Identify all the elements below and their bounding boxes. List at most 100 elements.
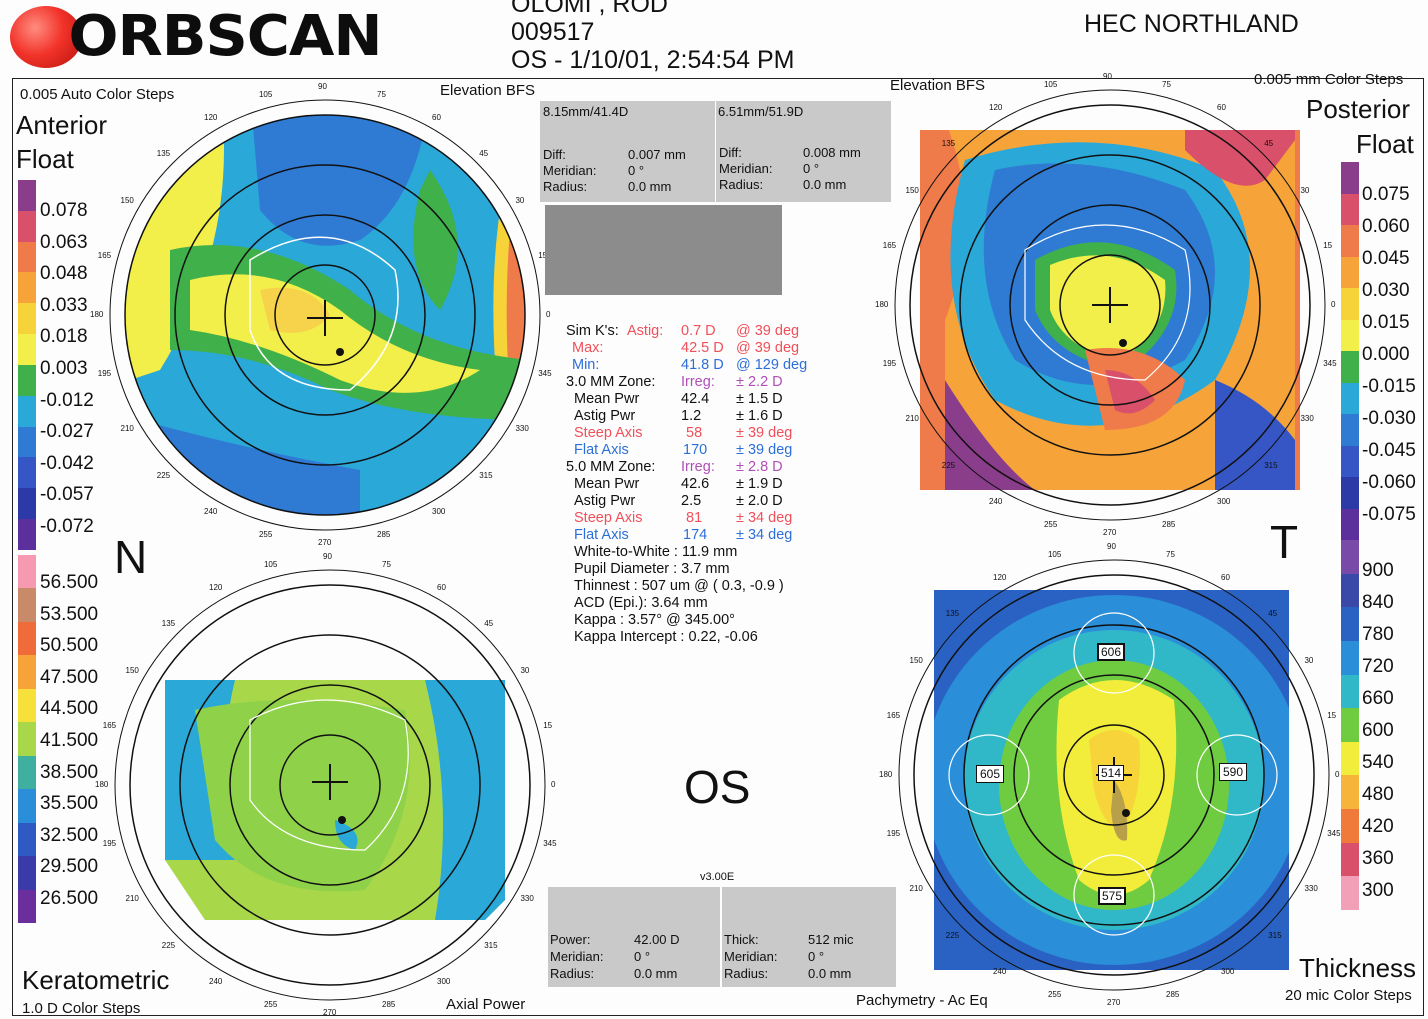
angle-tick-label: 30: [1304, 656, 1314, 665]
scale-label: 29.500: [40, 856, 99, 878]
thick-box: Thick: 512 mic Meridian: 0 ° Radius: 0.0…: [722, 887, 896, 987]
scale-swatch: [18, 588, 36, 622]
zone5-flat-label: Flat Axis: [574, 527, 629, 543]
thickness-tick-ring: 90 75 60 45 30 15 0 345 330 315 300 285 270 255 240 225…: [879, 542, 1341, 1007]
report-frame: [12, 78, 1424, 1016]
angle-tick-label: 120: [989, 102, 1003, 112]
angle-tick-label: 45: [1268, 608, 1278, 618]
zone3-flat-label: Flat Axis: [574, 442, 629, 458]
scale-label: -0.012: [40, 389, 94, 411]
angle-tick-label: 15: [1327, 710, 1337, 720]
angle-tick-label: 210: [909, 884, 923, 893]
angle-tick-label: 210: [120, 424, 134, 433]
zone5-flat: 174: [683, 527, 708, 543]
angle-tick-label: 60: [1217, 102, 1226, 112]
meridian-value: 0 °: [634, 949, 651, 964]
kappa: Kappa : 3.57° @ 345.00°: [574, 612, 735, 628]
zone5-label: 5.0 MM Zone:: [566, 459, 656, 475]
thickness-point-bottom: 575: [1098, 887, 1127, 905]
angle-tick-label: 135: [941, 138, 956, 148]
scale-swatch: [18, 755, 36, 790]
scale-label: 44.500: [40, 698, 99, 720]
scale-label: 32.500: [40, 824, 99, 846]
scale-swatch: [1341, 508, 1359, 540]
zone5-steep-pm: ± 34 deg: [736, 510, 793, 526]
max-value: 42.5 D: [681, 340, 724, 356]
scale-swatch: [18, 303, 36, 335]
scale-label: 56.500: [40, 572, 99, 593]
angle-tick-label: 15: [538, 250, 548, 260]
angle-tick-label: 225: [941, 461, 956, 471]
temporal-label: T: [1270, 516, 1299, 568]
angle-tick-label: 180: [875, 300, 889, 309]
angle-tick-label: 60: [437, 582, 446, 592]
angle-tick-label: 0: [1331, 300, 1336, 309]
scale-label: 0.048: [40, 263, 88, 285]
posterior-tick-ring: 90 75 60 45 30 15 0 345 330 315 300 285 270 255 240 225…: [875, 72, 1337, 537]
angle-tick-label: 0: [1335, 770, 1340, 779]
version-label: v3.00E: [700, 871, 735, 883]
anterior-float-map[interactable]: [100, 90, 550, 540]
angle-tick-label: 345: [1323, 359, 1337, 368]
scale-label: 0.000: [1362, 344, 1410, 365]
angle-tick-label: 195: [886, 829, 901, 838]
min-label: Min:: [572, 357, 600, 373]
scale-label: -0.057: [40, 484, 94, 506]
scale-label: -0.015: [1362, 376, 1416, 397]
scale-swatch: [18, 364, 36, 396]
thickness-color-scale: [1341, 540, 1359, 910]
angle-tick-label: 285: [1166, 990, 1180, 1000]
patient-id: 009517: [511, 18, 595, 46]
zone3-label: 3.0 MM Zone:: [566, 374, 656, 390]
angle-tick-label: 90: [323, 552, 332, 561]
meridian-value: 0 °: [803, 161, 820, 176]
astig-axis: @ 39 deg: [736, 323, 800, 339]
scale-label: 0.075: [1362, 184, 1410, 205]
angle-tick-label: 270: [1107, 998, 1121, 1007]
angle-tick-label: 45: [479, 148, 489, 158]
zone5-mean: 42.6: [681, 476, 710, 492]
thick-label: Thick:: [724, 932, 759, 947]
keratometric-title: Keratometric: [22, 965, 170, 995]
scale-label: 720: [1362, 656, 1394, 677]
scale-label: -0.075: [1362, 504, 1416, 525]
anterior-steps: 0.005 Auto Color Steps: [20, 86, 175, 103]
posterior-bfs-header: 6.51mm/51.9D: [718, 104, 804, 119]
angle-tick-label: 75: [1162, 79, 1171, 89]
radius-label: Radius:: [543, 179, 588, 194]
angle-tick-label: 150: [125, 666, 139, 675]
angle-tick-label: 105: [263, 559, 278, 569]
orbscan-logo: ORBSCAN: [10, 4, 383, 69]
patient-name: OLOMI , ROD: [511, 0, 668, 18]
angle-tick-label: 285: [377, 530, 391, 540]
scale-label: 26.500: [40, 888, 99, 909]
scale-swatch: [18, 889, 36, 923]
logo-ball-icon: [10, 5, 82, 68]
zone5-astig-pm: ± 2.0 D: [736, 493, 783, 509]
angle-tick-label: 180: [95, 780, 109, 789]
scale-label: 540: [1362, 752, 1394, 773]
angle-tick-label: 300: [1221, 967, 1235, 977]
scale-swatch: [1341, 607, 1359, 641]
scale-swatch: [18, 395, 36, 427]
thickness-title: Thickness: [1299, 953, 1417, 983]
posterior-bfs-box: 6.51mm/51.9D Diff: 0.008 mm Meridian: 0 …: [716, 101, 891, 202]
anterior-bfs-header: 8.15mm/41.4D: [543, 104, 629, 119]
scale-label: -0.042: [40, 452, 94, 474]
scale-label: 41.500: [40, 730, 99, 751]
scale-label: 0.033: [40, 294, 88, 316]
zone5-irreg: ± 2.8 D: [736, 459, 783, 475]
angle-tick-label: 30: [520, 666, 530, 675]
posterior-float-map[interactable]: [885, 80, 1335, 530]
axial-power-map[interactable]: [105, 560, 555, 1010]
power-label: Power:: [550, 932, 591, 947]
zone5-astig: 2.5: [681, 493, 702, 509]
thickness-point-center: 514: [1098, 765, 1125, 781]
angle-tick-label: 240: [209, 977, 223, 987]
angle-tick-label: 60: [1221, 572, 1230, 582]
zone3-steep-label: Steep Axis: [574, 425, 643, 441]
scale-label: 0.018: [40, 326, 88, 348]
zone3-mean-pm: ± 1.5 D: [736, 391, 783, 407]
scale-swatch: [18, 856, 36, 890]
scale-swatch: [1341, 193, 1359, 225]
